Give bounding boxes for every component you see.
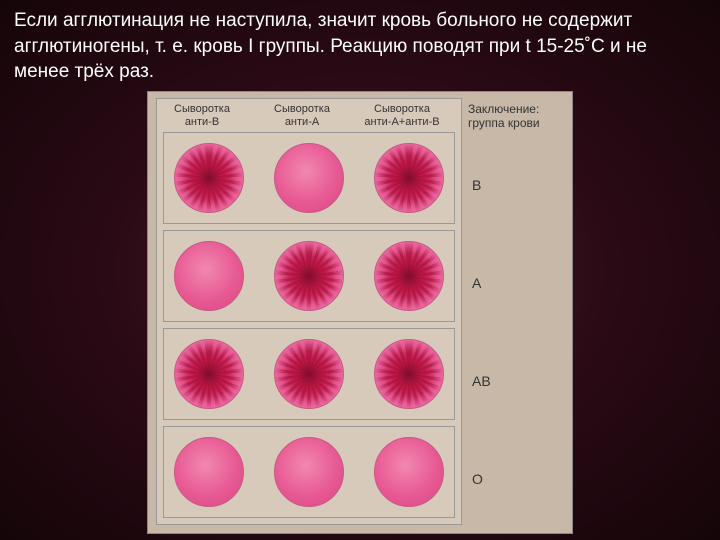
row-o bbox=[163, 426, 455, 518]
drop-agglutinated bbox=[274, 339, 344, 409]
row-a bbox=[163, 230, 455, 322]
cell bbox=[270, 237, 348, 315]
drop-smooth bbox=[274, 143, 344, 213]
conclusion-title: Заключение: группа крови bbox=[468, 102, 564, 131]
label-o: O bbox=[468, 433, 564, 525]
header-line: анти-A+анти-B bbox=[363, 116, 441, 129]
drop-agglutinated bbox=[174, 143, 244, 213]
drop-smooth bbox=[274, 437, 344, 507]
cell bbox=[170, 237, 248, 315]
drop-agglutinated bbox=[374, 241, 444, 311]
blood-type-diagram: Сыворотка анти-B Сыворотка анти-A Сыворо… bbox=[147, 91, 573, 534]
header-line: Сыворотка bbox=[263, 103, 341, 116]
cell bbox=[370, 237, 448, 315]
header-line: Сыворотка bbox=[163, 103, 241, 116]
label-ab: AB bbox=[468, 335, 564, 427]
title-line: Заключение: bbox=[468, 102, 564, 116]
conclusion-panel: Заключение: группа крови B A AB O bbox=[468, 98, 564, 525]
cell bbox=[170, 139, 248, 217]
header-anti-a: Сыворотка анти-A bbox=[263, 103, 341, 128]
header-anti-b: Сыворотка анти-B bbox=[163, 103, 241, 128]
drop-agglutinated bbox=[274, 241, 344, 311]
diagram-container: Сыворотка анти-B Сыворотка анти-A Сыворо… bbox=[0, 91, 720, 534]
cell bbox=[270, 433, 348, 511]
cell bbox=[370, 335, 448, 413]
header-anti-ab: Сыворотка анти-A+анти-B bbox=[363, 103, 441, 128]
drop-smooth bbox=[374, 437, 444, 507]
reaction-rows bbox=[163, 132, 455, 518]
row-b bbox=[163, 132, 455, 224]
header-line: анти-B bbox=[163, 116, 241, 129]
drop-smooth bbox=[174, 241, 244, 311]
drop-agglutinated bbox=[174, 339, 244, 409]
drop-agglutinated bbox=[374, 143, 444, 213]
cell bbox=[370, 433, 448, 511]
column-headers: Сыворотка анти-B Сыворотка анти-A Сыворо… bbox=[163, 103, 455, 128]
cell bbox=[270, 139, 348, 217]
header-line: анти-A bbox=[263, 116, 341, 129]
cell bbox=[370, 139, 448, 217]
drop-smooth bbox=[174, 437, 244, 507]
conclusion-labels: B A AB O bbox=[468, 139, 564, 525]
description-text: Если агглютинация не наступила, значит к… bbox=[0, 0, 720, 89]
cell bbox=[170, 335, 248, 413]
row-ab bbox=[163, 328, 455, 420]
label-a: A bbox=[468, 237, 564, 329]
label-b: B bbox=[468, 139, 564, 231]
cell bbox=[170, 433, 248, 511]
cell bbox=[270, 335, 348, 413]
header-line: Сыворотка bbox=[363, 103, 441, 116]
reaction-panel: Сыворотка анти-B Сыворотка анти-A Сыворо… bbox=[156, 98, 462, 525]
title-line: группа крови bbox=[468, 116, 564, 130]
drop-agglutinated bbox=[374, 339, 444, 409]
